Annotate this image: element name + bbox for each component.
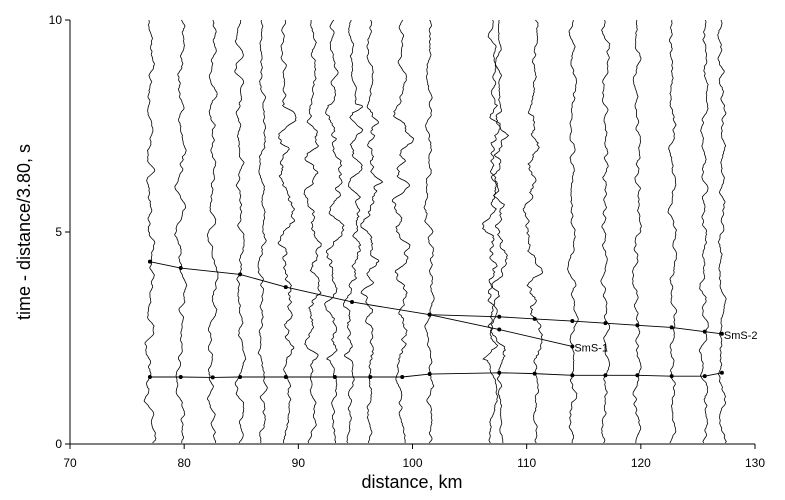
- pick-point: [332, 375, 337, 380]
- pick-point: [570, 373, 575, 378]
- pick-point: [719, 331, 724, 336]
- x-axis-label: distance, km: [361, 472, 462, 492]
- pick-point: [497, 314, 502, 319]
- x-tick-label: 100: [402, 456, 422, 470]
- y-tick-label: 5: [55, 225, 62, 239]
- pick-point: [570, 344, 575, 349]
- curve-label: SmS-2: [724, 330, 758, 342]
- trace: [567, 19, 579, 444]
- pick-point: [532, 371, 537, 376]
- x-tick-label: 130: [745, 456, 765, 470]
- pick-point: [497, 327, 502, 332]
- y-tick-label: 10: [49, 13, 63, 27]
- trace: [667, 19, 678, 444]
- pick-point: [497, 370, 502, 375]
- pick-point: [669, 325, 674, 330]
- trace: [234, 19, 247, 444]
- pick-point: [283, 375, 288, 380]
- trace: [257, 19, 268, 444]
- pick-point: [147, 259, 152, 264]
- pick-point: [283, 285, 288, 290]
- pick-point: [210, 375, 215, 380]
- pick-point: [603, 321, 608, 326]
- pick-point: [178, 266, 183, 271]
- trace: [600, 19, 611, 444]
- trace: [717, 19, 727, 444]
- pick-point: [238, 375, 243, 380]
- pick-point: [702, 329, 707, 334]
- curve-label: SmS-1: [574, 342, 608, 354]
- x-tick-label: 120: [631, 456, 651, 470]
- pick-point: [532, 316, 537, 321]
- x-tick-label: 70: [63, 456, 77, 470]
- y-axis-label: time - distance/3.80, s: [14, 144, 34, 320]
- trace: [423, 19, 435, 444]
- x-tick-label: 90: [292, 456, 306, 470]
- trace: [487, 19, 510, 444]
- pick-point: [238, 272, 243, 277]
- trace: [174, 19, 188, 444]
- pick-point: [349, 299, 354, 304]
- y-tick-label: 0: [55, 437, 62, 451]
- pick-point: [400, 375, 405, 380]
- pick-point: [178, 375, 183, 380]
- trace: [277, 19, 297, 444]
- pick-point: [669, 374, 674, 379]
- trace: [343, 19, 364, 444]
- pick-point: [147, 375, 152, 380]
- trace: [632, 19, 642, 444]
- pick-point: [427, 312, 432, 317]
- trace: [303, 19, 322, 444]
- pick-point: [635, 323, 640, 328]
- pick-curve: [149, 261, 573, 347]
- x-tick-label: 110: [517, 456, 536, 470]
- trace: [324, 19, 345, 444]
- trace: [698, 19, 709, 444]
- trace: [522, 19, 544, 444]
- pick-point: [368, 375, 373, 380]
- trace: [360, 19, 384, 444]
- pick-point: [427, 372, 432, 377]
- trace: [143, 19, 157, 444]
- trace: [391, 19, 415, 444]
- pick-point: [570, 319, 575, 324]
- pick-point: [719, 370, 724, 375]
- trace: [206, 19, 219, 444]
- pick-point: [635, 373, 640, 378]
- x-tick-label: 80: [177, 456, 191, 470]
- pick-point: [702, 374, 707, 379]
- pick-point: [603, 373, 608, 378]
